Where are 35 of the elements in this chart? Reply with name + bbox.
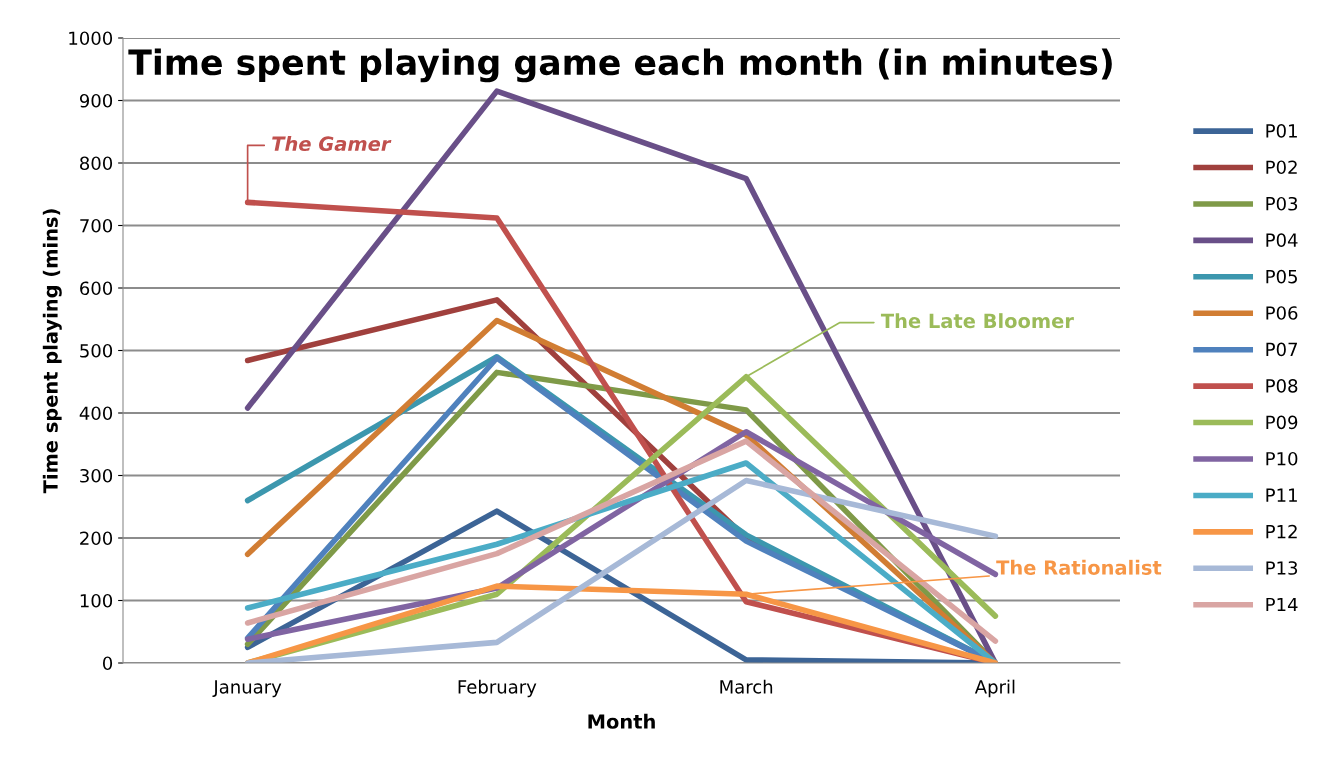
x-tick-label: April [974, 679, 1015, 698]
annotation: The Gamer [272, 136, 392, 152]
y-tick-label: 900 [79, 93, 113, 108]
legend-label: P01 [1266, 124, 1297, 138]
legend-label: P04 [1266, 233, 1298, 247]
legend-label: P08 [1266, 379, 1298, 393]
y-tick-label: 400 [79, 406, 113, 421]
y-tick-label: 700 [80, 218, 113, 233]
legend-label: P11 [1266, 488, 1297, 502]
x-axis-title: Month [588, 713, 655, 729]
y-tick-label: 300 [80, 468, 113, 483]
legend-label: P06 [1266, 306, 1298, 320]
legend-label: P05 [1266, 269, 1297, 284]
annotation: The Late Bloomer [880, 313, 1074, 329]
y-tick-label: 100 [80, 593, 113, 608]
legend-label: P03 [1266, 196, 1298, 211]
x-tick-label: February [458, 679, 537, 698]
x-tick-label: March [720, 679, 773, 694]
y-tick-label: 800 [80, 156, 113, 171]
annotation: The Rationalist [996, 559, 1162, 575]
y-tick-label: 200 [80, 531, 113, 546]
y-tick-label: 600 [80, 281, 113, 296]
y-tick-label: 500 [80, 343, 113, 358]
y-tick-label: 0 [102, 656, 113, 671]
legend-label: P09 [1266, 415, 1298, 430]
chart-title: Time spent playing game each month (in minutes) [128, 48, 1112, 83]
legend-label: P07 [1266, 342, 1297, 357]
legend-label: P12 [1266, 524, 1297, 539]
y-tick-label: 1000 [69, 31, 113, 46]
legend-label: P14 [1266, 597, 1298, 612]
legend-label: P13 [1266, 561, 1298, 575]
legend-label: P10 [1266, 451, 1298, 466]
y-axis-title: Time spent playing (mins) [42, 209, 62, 494]
x-tick-label: January [212, 680, 282, 698]
legend-label: P02 [1266, 160, 1297, 175]
